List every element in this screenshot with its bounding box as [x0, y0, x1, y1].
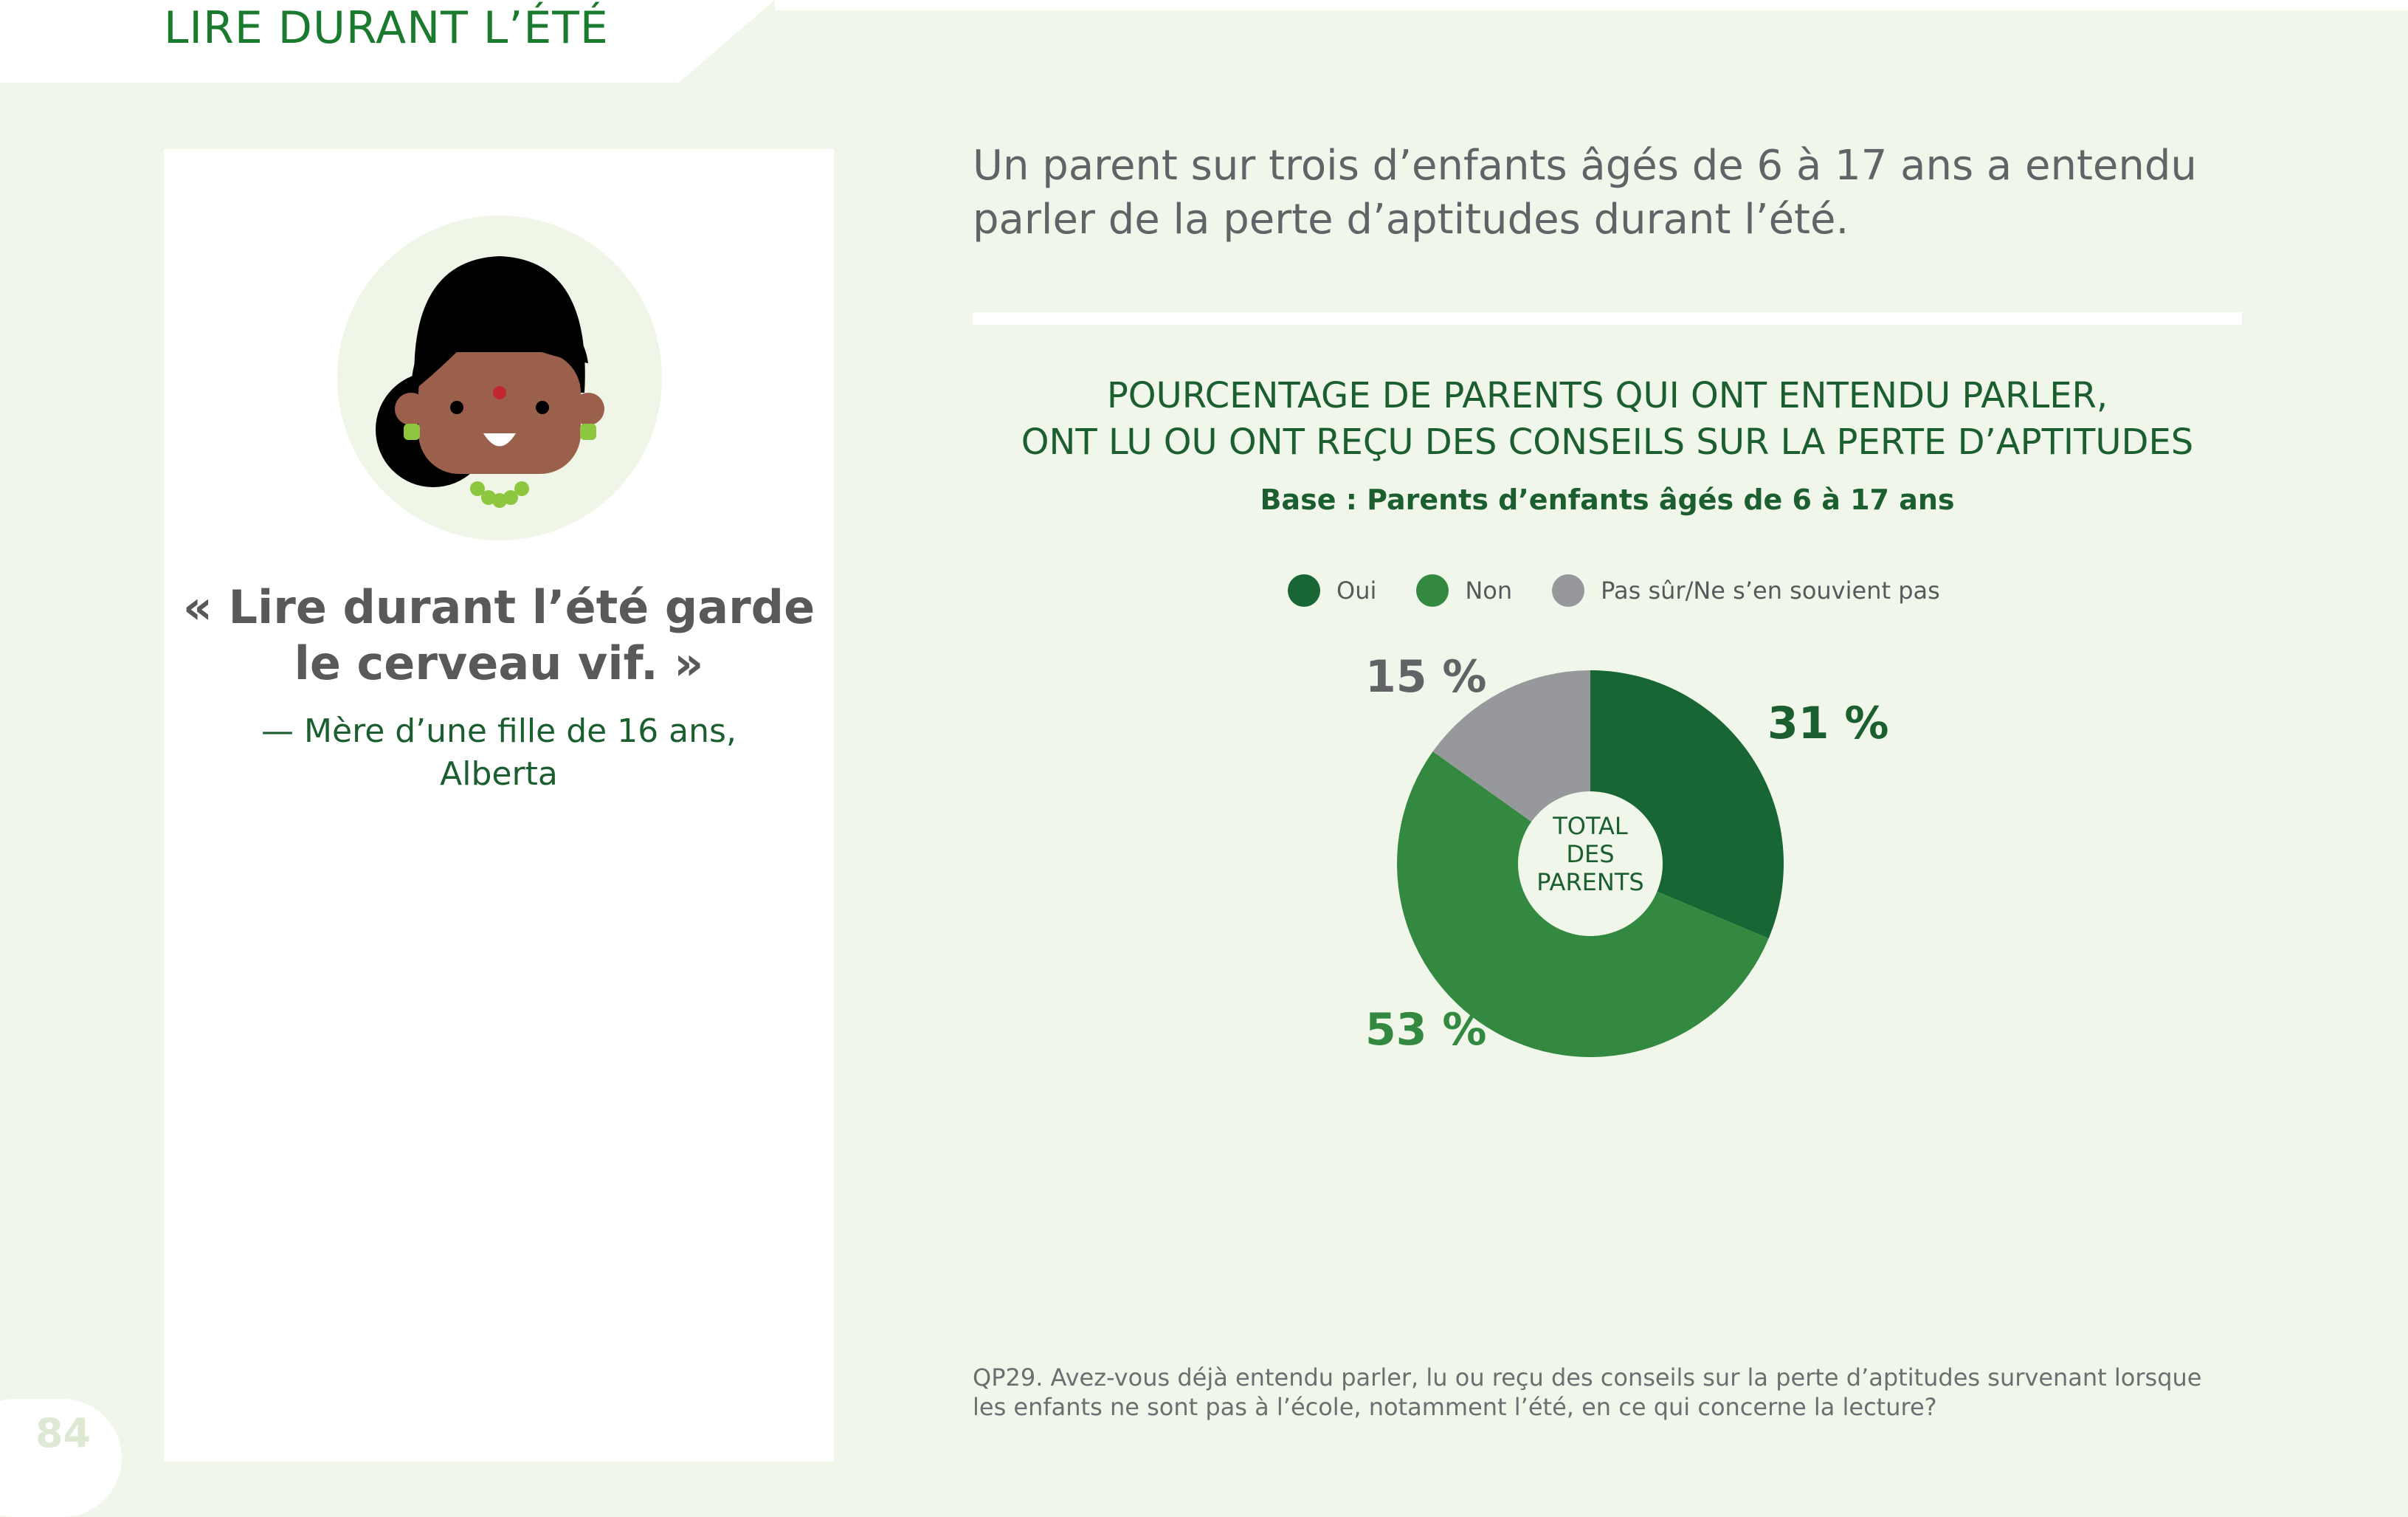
- chart-title: POURCENTAGE DE PARENTS QUI ONT ENTENDU P…: [973, 373, 2242, 466]
- headline: Un parent sur trois d’enfants âgés de 6 …: [973, 142, 2197, 244]
- data-label-non: 53 %: [1365, 1004, 1487, 1056]
- legend-swatch-pas-sur: [1552, 574, 1585, 607]
- pie-center-label-line-1: TOTAL: [1552, 812, 1628, 840]
- legend-label-oui: Oui: [1336, 577, 1377, 605]
- quote-text: « Lire durant l’été garde le cerveau vif…: [182, 580, 815, 690]
- header-tab: [0, 0, 2408, 83]
- legend-swatch-non: [1416, 574, 1449, 607]
- section-title: LIRE DURANT L’ÉTÉ: [164, 2, 609, 54]
- legend-item-non: Non: [1416, 574, 1512, 607]
- legend-item-oui: Oui: [1288, 574, 1376, 607]
- attribution-line-1: — Mère d’une fille de 16 ans,: [261, 712, 736, 750]
- pie-center-label-line-3: PARENTS: [1536, 868, 1643, 896]
- pie-center-label-line-2: DES: [1566, 840, 1614, 868]
- data-label-oui: 31 %: [1767, 698, 1889, 749]
- chart-title-line-1: POURCENTAGE DE PARENTS QUI ONT ENTENDU P…: [1106, 375, 2108, 416]
- page-number: 84: [35, 1410, 92, 1456]
- divider: [973, 312, 2242, 325]
- quote-attribution: — Mère d’une fille de 16 ans, Alberta: [164, 710, 834, 796]
- legend-label-non: Non: [1465, 577, 1513, 605]
- legend-swatch-oui: [1288, 574, 1320, 607]
- legend-item-pas-sur: Pas sûr/Ne s’en souvient pas: [1552, 574, 1940, 607]
- footnote: QP29. Avez-vous déjà entendu parler, lu …: [973, 1363, 2202, 1421]
- quote-panel: « Lire durant l’été garde le cerveau vif…: [164, 149, 834, 1462]
- attribution-line-2: Alberta: [440, 755, 558, 793]
- chart-title-line-2: ONT LU OU ONT REÇU DES CONSEILS SUR LA P…: [1021, 422, 2194, 463]
- chart-subtitle: Base : Parents d’enfants âgés de 6 à 17 …: [1260, 484, 1955, 516]
- pie-center-hole: [1518, 791, 1663, 936]
- legend-label-pas-sur: Pas sûr/Ne s’en souvient pas: [1601, 577, 1940, 605]
- chart-legend: Oui Non Pas sûr/Ne s’en souvient pas: [1288, 572, 1980, 609]
- mother-avatar-icon: [337, 216, 662, 540]
- data-label-pas-sur: 15 %: [1365, 651, 1487, 703]
